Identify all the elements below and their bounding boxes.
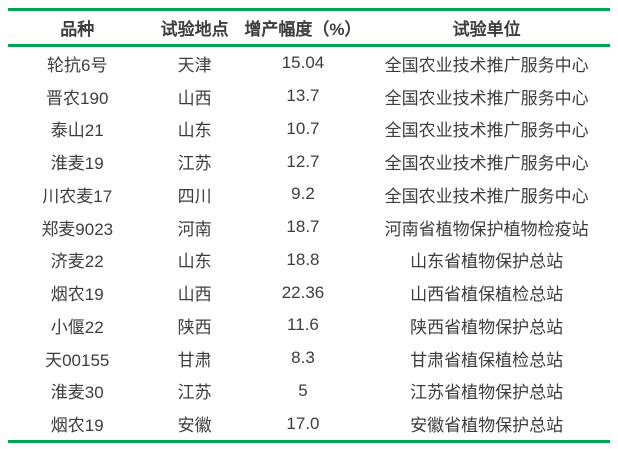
column-header-yield-increase: 增产幅度（%） bbox=[244, 20, 362, 39]
column-header-test-unit: 试验单位 bbox=[452, 20, 521, 39]
table-row: 晋农190 山西 13.7 全国农业技术推广服务中心 bbox=[8, 80, 610, 113]
cell-test-location: 河南 bbox=[177, 219, 212, 239]
column-header-test-location: 试验地点 bbox=[160, 20, 229, 39]
table-row: 烟农19 安徽 17.0 安徽省植物保护总站 bbox=[8, 407, 610, 441]
cell-variety: 川农麦17 bbox=[42, 186, 113, 206]
cell-test-unit: 陕西省植物保护总站 bbox=[410, 317, 564, 337]
cell-yield-increase: 9.2 bbox=[291, 184, 315, 204]
cell-test-unit: 全国农业技术推广服务中心 bbox=[384, 121, 589, 141]
cell-yield-increase: 8.3 bbox=[291, 348, 315, 368]
cell-test-location: 山西 bbox=[177, 88, 212, 108]
cell-test-unit: 甘肃省植保植检总站 bbox=[410, 350, 564, 370]
cell-test-unit: 全国农业技术推广服务中心 bbox=[384, 186, 589, 206]
cell-test-unit: 山西省植保植检总站 bbox=[410, 285, 564, 305]
cell-variety: 轮抗6号 bbox=[46, 55, 108, 75]
cell-yield-increase: 10.7 bbox=[286, 118, 320, 138]
cell-test-location: 山东 bbox=[177, 252, 212, 272]
table-row: 济麦22 山东 18.8 山东省植物保护总站 bbox=[8, 244, 610, 277]
cell-test-unit: 全国农业技术推广服务中心 bbox=[384, 154, 589, 174]
table-row: 烟农19 山西 22.36 山西省植保植检总站 bbox=[8, 276, 610, 309]
table-row: 小偃22 陕西 11.6 陕西省植物保护总站 bbox=[8, 309, 610, 342]
cell-test-unit: 全国农业技术推广服务中心 bbox=[384, 55, 589, 75]
cell-test-location: 安徽 bbox=[177, 416, 212, 436]
trial-results-table: 品种 试验地点 增产幅度（%） 试验单位 轮抗6号 天津 15.04 全国农业技术推广… bbox=[8, 8, 610, 443]
cell-variety: 郑麦9023 bbox=[41, 219, 114, 239]
cell-test-unit: 全国农业技术推广服务中心 bbox=[384, 88, 589, 108]
cell-variety: 济麦22 bbox=[50, 252, 104, 272]
cell-variety: 泰山21 bbox=[50, 121, 104, 141]
cell-yield-increase: 13.7 bbox=[286, 86, 320, 106]
table-row: 轮抗6号 天津 15.04 全国农业技术推广服务中心 bbox=[8, 46, 610, 80]
table-header-row: 品种 试验地点 增产幅度（%） 试验单位 bbox=[8, 10, 610, 46]
table-row: 郑麦9023 河南 18.7 河南省植物保护植物检疫站 bbox=[8, 211, 610, 244]
table-row: 天00155 甘肃 8.3 甘肃省植保植检总站 bbox=[8, 342, 610, 375]
cell-test-unit: 河南省植物保护植物检疫站 bbox=[384, 219, 589, 239]
cell-yield-increase: 12.7 bbox=[286, 151, 320, 171]
cell-yield-increase: 15.04 bbox=[281, 53, 325, 73]
cell-variety: 淮麦30 bbox=[50, 383, 104, 403]
table-body: 轮抗6号 天津 15.04 全国农业技术推广服务中心 晋农190 山西 13.7 全国农业技术… bbox=[8, 46, 610, 442]
cell-test-location: 四川 bbox=[177, 186, 212, 206]
cell-yield-increase: 5 bbox=[298, 380, 308, 400]
cell-variety: 小偃22 bbox=[50, 317, 104, 337]
table-row: 淮麦19 江苏 12.7 全国农业技术推广服务中心 bbox=[8, 145, 610, 178]
cell-yield-increase: 22.36 bbox=[281, 282, 325, 302]
cell-test-location: 山西 bbox=[177, 285, 212, 305]
cell-test-location: 天津 bbox=[177, 55, 212, 75]
table-row: 泰山21 山东 10.7 全国农业技术推广服务中心 bbox=[8, 113, 610, 146]
cell-test-unit: 山东省植物保护总站 bbox=[410, 252, 564, 272]
cell-yield-increase: 18.7 bbox=[286, 217, 320, 237]
cell-yield-increase: 18.8 bbox=[286, 249, 320, 269]
cell-yield-increase: 11.6 bbox=[287, 315, 319, 335]
cell-variety: 天00155 bbox=[45, 350, 110, 370]
cell-variety: 烟农19 bbox=[50, 285, 104, 305]
cell-variety: 晋农190 bbox=[46, 88, 109, 108]
cell-test-location: 江苏 bbox=[177, 154, 212, 174]
table-row: 淮麦30 江苏 5 江苏省植物保护总站 bbox=[8, 375, 610, 408]
cell-test-location: 陕西 bbox=[177, 317, 212, 337]
trial-results-table-container: 品种 试验地点 增产幅度（%） 试验单位 轮抗6号 天津 15.04 全国农业技术推广… bbox=[8, 8, 610, 443]
cell-variety: 烟农19 bbox=[50, 416, 104, 436]
cell-test-location: 江苏 bbox=[177, 383, 212, 403]
cell-yield-increase: 17.0 bbox=[286, 413, 320, 433]
cell-test-unit: 江苏省植物保护总站 bbox=[410, 383, 564, 403]
cell-variety: 淮麦19 bbox=[50, 154, 104, 174]
cell-test-location: 山东 bbox=[177, 121, 212, 141]
column-header-variety: 品种 bbox=[60, 20, 95, 39]
cell-test-unit: 安徽省植物保护总站 bbox=[410, 416, 564, 436]
table-row: 川农麦17 四川 9.2 全国农业技术推广服务中心 bbox=[8, 178, 610, 211]
cell-test-location: 甘肃 bbox=[177, 350, 212, 370]
